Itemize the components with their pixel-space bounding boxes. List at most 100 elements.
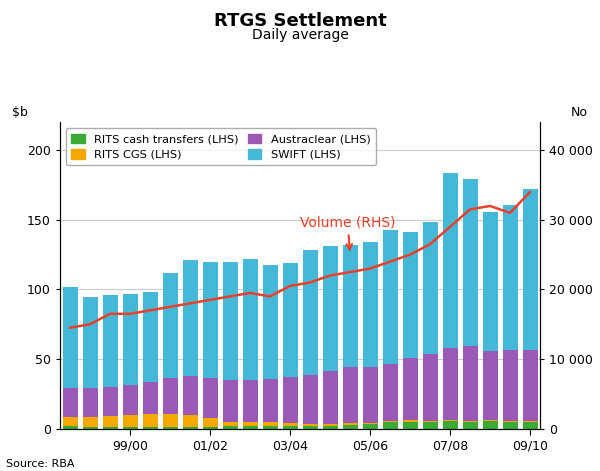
Bar <box>523 421 538 422</box>
Bar <box>383 230 398 364</box>
Bar <box>122 427 137 429</box>
Bar <box>323 371 337 424</box>
Bar <box>263 426 277 429</box>
Bar <box>482 211 497 351</box>
Bar <box>323 245 337 371</box>
Bar <box>482 421 497 429</box>
Bar <box>302 375 317 424</box>
Bar <box>122 294 137 385</box>
Bar <box>83 388 97 417</box>
Bar <box>383 364 398 421</box>
Bar <box>503 421 517 422</box>
Bar <box>223 426 238 429</box>
Legend: RITS cash transfers (LHS), RITS CGS (LHS), Austraclear (LHS), SWIFT (LHS): RITS cash transfers (LHS), RITS CGS (LHS… <box>65 128 376 165</box>
Bar <box>103 387 118 416</box>
Bar <box>422 354 437 421</box>
Bar <box>443 348 458 420</box>
Bar <box>103 427 118 429</box>
Text: No: No <box>571 106 588 119</box>
Text: Volume (RHS): Volume (RHS) <box>300 216 395 250</box>
Bar <box>463 346 478 421</box>
Text: Daily average: Daily average <box>251 28 349 42</box>
Bar <box>223 380 238 422</box>
Bar <box>242 380 257 422</box>
Bar <box>143 292 157 382</box>
Bar <box>343 425 358 429</box>
Bar <box>463 422 478 429</box>
Bar <box>323 424 337 426</box>
Bar <box>143 427 157 429</box>
Bar <box>62 417 77 426</box>
Bar <box>182 427 197 429</box>
Bar <box>302 250 317 375</box>
Bar <box>163 414 178 427</box>
Bar <box>482 420 497 421</box>
Bar <box>242 422 257 426</box>
Bar <box>422 421 437 422</box>
Bar <box>343 245 358 367</box>
Bar <box>362 242 377 367</box>
Bar <box>182 376 197 414</box>
Bar <box>362 424 377 429</box>
Bar <box>283 423 298 426</box>
Bar <box>463 179 478 346</box>
Bar <box>203 418 218 427</box>
Bar <box>203 378 218 418</box>
Bar <box>103 416 118 427</box>
Bar <box>482 351 497 420</box>
Bar <box>302 426 317 429</box>
Bar <box>263 265 277 379</box>
Text: $b: $b <box>12 106 28 119</box>
Bar <box>163 378 178 414</box>
Bar <box>403 422 418 429</box>
Bar <box>343 423 358 425</box>
Bar <box>83 417 97 427</box>
Bar <box>263 422 277 426</box>
Bar <box>242 426 257 429</box>
Text: RTGS Settlement: RTGS Settlement <box>214 12 386 30</box>
Bar <box>523 188 538 350</box>
Bar <box>283 426 298 429</box>
Bar <box>403 420 418 422</box>
Bar <box>283 263 298 377</box>
Bar <box>83 427 97 429</box>
Bar <box>62 287 77 388</box>
Bar <box>122 385 137 415</box>
Bar <box>383 421 398 422</box>
Bar <box>362 367 377 423</box>
Bar <box>503 350 517 421</box>
Bar <box>343 367 358 423</box>
Bar <box>223 261 238 380</box>
Bar <box>383 422 398 429</box>
Bar <box>443 172 458 348</box>
Bar <box>263 379 277 422</box>
Bar <box>203 427 218 429</box>
Bar <box>283 377 298 423</box>
Bar <box>143 382 157 414</box>
Bar <box>163 427 178 429</box>
Bar <box>62 388 77 417</box>
Bar <box>403 232 418 357</box>
Bar <box>163 274 178 378</box>
Bar <box>422 222 437 354</box>
Bar <box>203 262 218 378</box>
Bar <box>83 297 97 388</box>
Bar <box>503 422 517 429</box>
Bar <box>242 259 257 380</box>
Bar <box>503 205 517 350</box>
Bar <box>523 422 538 429</box>
Bar <box>143 414 157 427</box>
Bar <box>463 421 478 422</box>
Bar <box>362 423 377 424</box>
Bar <box>302 424 317 426</box>
Bar <box>62 426 77 429</box>
Bar <box>223 422 238 426</box>
Bar <box>323 426 337 429</box>
Bar <box>523 350 538 421</box>
Bar <box>182 260 197 376</box>
Bar <box>443 420 458 421</box>
Text: Source: RBA: Source: RBA <box>6 459 74 469</box>
Bar <box>443 421 458 429</box>
Bar <box>182 414 197 427</box>
Bar <box>103 295 118 387</box>
